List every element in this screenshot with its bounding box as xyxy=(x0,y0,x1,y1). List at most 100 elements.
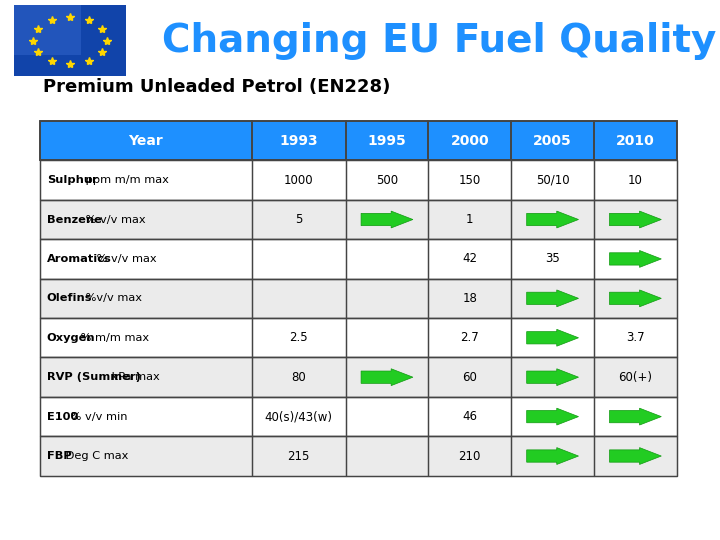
Text: Deg C max: Deg C max xyxy=(62,451,128,461)
Bar xyxy=(14,5,81,55)
Text: E100: E100 xyxy=(47,411,78,422)
Bar xyxy=(40,279,252,318)
Text: ppm m/m max: ppm m/m max xyxy=(82,175,169,185)
Bar xyxy=(428,122,511,160)
Bar xyxy=(252,318,346,357)
Text: RVP (Summer): RVP (Summer) xyxy=(47,372,140,382)
Bar xyxy=(594,160,677,200)
Bar xyxy=(428,318,511,357)
Bar xyxy=(511,122,594,160)
Bar xyxy=(346,436,428,476)
Bar xyxy=(511,279,594,318)
Bar xyxy=(40,160,252,200)
Bar xyxy=(428,279,511,318)
Text: 1993: 1993 xyxy=(279,134,318,148)
Bar xyxy=(252,357,346,397)
Polygon shape xyxy=(609,448,661,464)
Text: 40(s)/43(w): 40(s)/43(w) xyxy=(265,410,333,423)
Text: % m/m max: % m/m max xyxy=(77,333,150,343)
Bar xyxy=(40,318,252,357)
Text: 3.7: 3.7 xyxy=(626,331,644,345)
Bar xyxy=(594,239,677,279)
Bar xyxy=(252,200,346,239)
Text: Oxygen: Oxygen xyxy=(47,333,96,343)
Bar xyxy=(40,200,677,239)
Bar xyxy=(40,397,677,436)
Bar xyxy=(40,239,252,279)
Bar xyxy=(428,357,511,397)
Bar xyxy=(40,200,252,239)
Bar xyxy=(346,160,428,200)
Polygon shape xyxy=(526,369,579,386)
Text: 210: 210 xyxy=(459,449,481,463)
Bar xyxy=(594,397,677,436)
Bar xyxy=(252,279,346,318)
Bar xyxy=(346,239,428,279)
Bar xyxy=(511,357,594,397)
Bar xyxy=(252,239,346,279)
Text: Aromatics: Aromatics xyxy=(47,254,112,264)
Text: 42: 42 xyxy=(462,252,477,266)
Bar xyxy=(252,160,346,200)
Bar xyxy=(511,160,594,200)
Text: 50/10: 50/10 xyxy=(536,173,570,187)
Bar xyxy=(428,397,511,436)
Bar xyxy=(40,436,677,476)
Bar xyxy=(40,239,677,279)
Text: 2000: 2000 xyxy=(451,134,489,148)
Bar xyxy=(40,436,252,476)
Text: 35: 35 xyxy=(545,252,560,266)
Text: kPa max: kPa max xyxy=(108,372,160,382)
Text: Sulphur: Sulphur xyxy=(47,175,97,185)
Text: 1995: 1995 xyxy=(368,134,406,148)
Polygon shape xyxy=(526,290,579,307)
Polygon shape xyxy=(609,211,661,228)
Polygon shape xyxy=(526,211,579,228)
Bar xyxy=(594,122,677,160)
Bar xyxy=(40,397,252,436)
Bar xyxy=(346,397,428,436)
Text: 18: 18 xyxy=(462,292,477,305)
Text: Changing EU Fuel Quality: Changing EU Fuel Quality xyxy=(162,22,716,59)
Bar xyxy=(40,318,677,357)
Bar xyxy=(40,122,252,160)
Text: % v/v min: % v/v min xyxy=(67,411,127,422)
Polygon shape xyxy=(526,329,579,346)
Bar xyxy=(594,318,677,357)
Bar xyxy=(511,436,594,476)
Bar xyxy=(346,318,428,357)
Text: Premium Unleaded Petrol (EN228): Premium Unleaded Petrol (EN228) xyxy=(43,78,390,97)
Text: 500: 500 xyxy=(376,173,398,187)
Polygon shape xyxy=(526,408,579,425)
Bar xyxy=(252,436,346,476)
Bar xyxy=(40,160,677,200)
Text: 10: 10 xyxy=(628,173,643,187)
Polygon shape xyxy=(609,408,661,425)
Text: 1: 1 xyxy=(466,213,474,226)
Bar xyxy=(511,397,594,436)
Bar xyxy=(346,200,428,239)
Text: 60(+): 60(+) xyxy=(618,370,652,384)
Text: Benzene: Benzene xyxy=(47,214,102,225)
Text: 60: 60 xyxy=(462,370,477,384)
Bar xyxy=(511,318,594,357)
Text: 150: 150 xyxy=(459,173,481,187)
Text: %v/v max: %v/v max xyxy=(82,293,143,303)
Bar xyxy=(594,357,677,397)
Text: 2.5: 2.5 xyxy=(289,331,308,345)
Bar xyxy=(511,200,594,239)
Text: 2.7: 2.7 xyxy=(460,331,480,345)
Bar xyxy=(252,397,346,436)
Bar xyxy=(346,122,428,160)
Polygon shape xyxy=(609,290,661,307)
Bar xyxy=(40,279,677,318)
Bar xyxy=(594,279,677,318)
Text: 5: 5 xyxy=(295,213,302,226)
Bar xyxy=(511,239,594,279)
Text: 2005: 2005 xyxy=(534,134,572,148)
Bar xyxy=(594,436,677,476)
Text: 46: 46 xyxy=(462,410,477,423)
Bar xyxy=(594,200,677,239)
Text: 215: 215 xyxy=(287,449,310,463)
Text: % v/v max: % v/v max xyxy=(82,214,146,225)
